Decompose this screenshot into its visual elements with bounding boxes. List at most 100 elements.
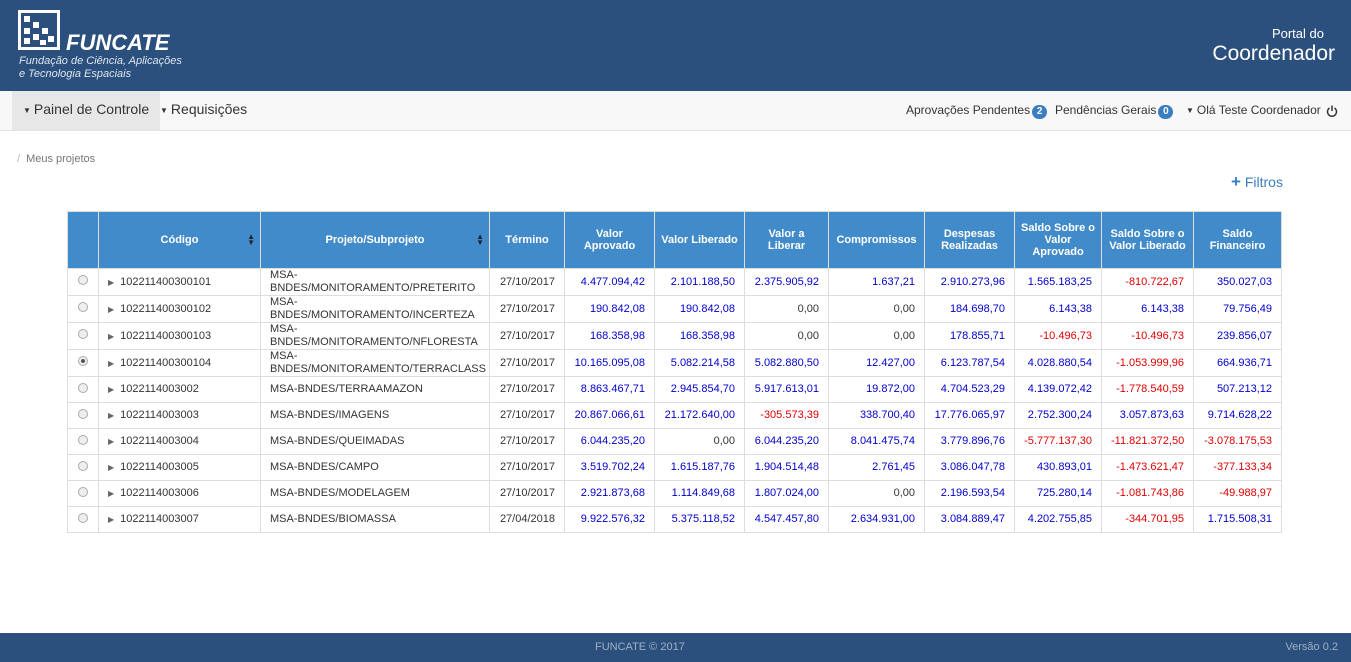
radio-button[interactable] bbox=[78, 460, 88, 471]
code-cell: ▶ 1022114003002 bbox=[98, 376, 261, 403]
expand-arrow[interactable]: ▶ bbox=[108, 277, 115, 287]
code: 102211400300104 bbox=[120, 356, 212, 369]
code: 102211400300102 bbox=[120, 302, 212, 315]
radio-button[interactable] bbox=[78, 329, 88, 339]
radio-button[interactable] bbox=[78, 356, 88, 366]
date-cell: 27/10/2017 bbox=[489, 480, 565, 507]
version: Versão 0.2 bbox=[1285, 641, 1338, 653]
date-cell: 27/10/2017 bbox=[489, 295, 565, 323]
amount-cell: 178.855,71 bbox=[924, 322, 1015, 350]
expand-arrow[interactable]: ▶ bbox=[108, 385, 115, 394]
radio-button[interactable] bbox=[78, 408, 88, 419]
sort-icon[interactable]: ▲ ▼ bbox=[476, 232, 484, 247]
expand-arrow[interactable]: ▶ bbox=[108, 411, 115, 420]
radio-button[interactable] bbox=[78, 486, 88, 497]
code: 1022114003003 bbox=[120, 409, 199, 421]
user-name: Olá Teste Coordenador bbox=[1196, 103, 1321, 117]
logo[interactable] bbox=[18, 10, 62, 52]
select-cell bbox=[67, 376, 99, 403]
amount-cell: 9.714.628,22 bbox=[1193, 402, 1282, 429]
project-cell: MSA-BNDES/MONITORAMENTO/TERRACLASS bbox=[260, 349, 490, 377]
table-row[interactable]: ▶ 102211400300103 MSA-BNDES/MONITORAMENTO/… bbox=[67, 322, 1282, 350]
amount-cell: -344.701,95 bbox=[1101, 506, 1194, 533]
amount-cell: 2.945.854,70 bbox=[654, 376, 745, 403]
amount-cell: 1.565.183,25 bbox=[1014, 268, 1102, 296]
table-row[interactable]: ▶ 102211400300102 MSA-BNDES/MONITORAMENTO/… bbox=[67, 295, 1282, 323]
menu-item[interactable]: ▼ Painel de Controle bbox=[12, 91, 161, 130]
user-menu[interactable]: ▼ Olá Teste Coordenador bbox=[1186, 103, 1321, 117]
project-name: MSA-BNDES/MONITORAMENTO/PRETERITO bbox=[270, 269, 476, 294]
menu-item[interactable]: ▼ Requisições bbox=[160, 101, 248, 117]
header-row: Código ▲ ▼ Projeto/Subprojeto ▲ ▼ Término Valor… bbox=[67, 211, 1282, 269]
amount-cell: 190.842,08 bbox=[654, 295, 745, 323]
project-cell: MSA-BNDES/IMAGENS bbox=[260, 402, 490, 429]
project-name: MSA-BNDES/MODELAGEM bbox=[270, 487, 410, 499]
table-row[interactable]: ▶ 1022114003002 MSA-BNDES/TERRAAMAZON 27/10… bbox=[67, 376, 1282, 403]
expand-arrow[interactable]: ▶ bbox=[108, 437, 115, 446]
amount-cell: 6.044.235,20 bbox=[744, 428, 829, 455]
table-row[interactable]: ▶ 1022114003007 MSA-BNDES/BIOMASSA 27/04/20… bbox=[67, 506, 1282, 533]
table-row[interactable]: ▶ 1022114003003 MSA-BNDES/IMAGENS 27/10/201… bbox=[67, 402, 1282, 429]
amount-cell: -1.473.621,47 bbox=[1101, 454, 1194, 481]
amount-cell: -10.496,73 bbox=[1101, 322, 1194, 350]
amount-cell: 20.867.066,61 bbox=[564, 402, 655, 429]
logout-icon[interactable] bbox=[1326, 105, 1338, 117]
table-row[interactable]: ▶ 102211400300101 MSA-BNDES/MONITORAMENTO/… bbox=[67, 268, 1282, 296]
table-row[interactable]: ▶ 102211400300104 MSA-BNDES/MONITORAMENTO/… bbox=[67, 349, 1282, 377]
amount-cell: 190.842,08 bbox=[564, 295, 655, 323]
expand-arrow[interactable]: ▶ bbox=[108, 515, 115, 524]
amount-cell: 9.922.576,32 bbox=[564, 506, 655, 533]
select-cell bbox=[67, 428, 99, 455]
radio-button[interactable] bbox=[78, 302, 88, 312]
table-row[interactable]: ▶ 1022114003006 MSA-BNDES/MODELAGEM 27/10/2… bbox=[67, 480, 1282, 507]
radio-button[interactable] bbox=[78, 512, 88, 523]
amount-cell: 12.427,00 bbox=[828, 349, 925, 377]
expand-arrow[interactable]: ▶ bbox=[108, 489, 115, 498]
amount-cell: 4.547.457,80 bbox=[744, 506, 829, 533]
filters-button[interactable]: + Filtros bbox=[1231, 172, 1283, 191]
radio-button[interactable] bbox=[78, 434, 88, 445]
table-row[interactable]: ▶ 1022114003004 MSA-BNDES/QUEIMADAS 27/10/2… bbox=[67, 428, 1282, 455]
amount-cell: 2.101.188,50 bbox=[654, 268, 745, 296]
badge: 0 bbox=[1158, 105, 1174, 119]
project-cell: MSA-BNDES/QUEIMADAS bbox=[260, 428, 490, 455]
expand-arrow[interactable]: ▶ bbox=[108, 463, 115, 472]
project-name: MSA-BNDES/MONITORAMENTO/NFLORESTA bbox=[270, 323, 478, 348]
menu-label: Painel de Controle bbox=[33, 101, 150, 117]
pendings-link[interactable]: Pendências Gerais 0 bbox=[1055, 91, 1174, 130]
column-header[interactable]: Projeto/Subprojeto ▲ ▼ bbox=[260, 211, 490, 269]
radio-button[interactable] bbox=[78, 275, 88, 285]
amount-cell: -1.053.999,96 bbox=[1101, 349, 1194, 377]
code-cell: ▶ 1022114003006 bbox=[98, 480, 261, 507]
amount-cell: 2.761,45 bbox=[828, 454, 925, 481]
column-header: Compromissos bbox=[828, 211, 925, 269]
amount-cell: 0,00 bbox=[744, 295, 829, 323]
project-name: MSA-BNDES/MONITORAMENTO/INCERTEZA bbox=[270, 296, 475, 321]
amount-cell: 0,00 bbox=[828, 295, 925, 323]
expand-arrow[interactable]: ▶ bbox=[108, 331, 115, 341]
project-cell: MSA-BNDES/MONITORAMENTO/INCERTEZA bbox=[260, 295, 490, 323]
expand-arrow[interactable]: ▶ bbox=[108, 304, 115, 314]
table-row[interactable]: ▶ 1022114003005 MSA-BNDES/CAMPO 27/10/2017 3… bbox=[67, 454, 1282, 481]
date-cell: 27/10/2017 bbox=[489, 376, 565, 403]
amount-cell: 2.375.905,92 bbox=[744, 268, 829, 296]
amount-cell: 2.910.273,96 bbox=[924, 268, 1015, 296]
amount-cell: 6.143,38 bbox=[1014, 295, 1102, 323]
project-name: MSA-BNDES/BIOMASSA bbox=[270, 513, 396, 525]
amount-cell: 507.213,12 bbox=[1193, 376, 1282, 403]
amount-cell: 430.893,01 bbox=[1014, 454, 1102, 481]
select-cell bbox=[67, 268, 99, 296]
column-header[interactable]: Código ▲ ▼ bbox=[98, 211, 261, 269]
amount-cell: -1.778.540,59 bbox=[1101, 376, 1194, 403]
amount-cell: -810.722,67 bbox=[1101, 268, 1194, 296]
approvals-link[interactable]: Aprovações Pendentes 2 bbox=[906, 91, 1048, 130]
amount-cell: 4.202.755,85 bbox=[1014, 506, 1102, 533]
expand-arrow[interactable]: ▶ bbox=[108, 358, 115, 368]
radio-button[interactable] bbox=[78, 382, 88, 393]
project-cell: MSA-BNDES/MONITORAMENTO/PRETERITO bbox=[260, 268, 490, 296]
amount-cell: 4.704.523,29 bbox=[924, 376, 1015, 403]
amount-cell: -5.777.137,30 bbox=[1014, 428, 1102, 455]
sort-icon[interactable]: ▲ ▼ bbox=[247, 232, 255, 247]
amount-cell: 5.082.880,50 bbox=[744, 349, 829, 377]
breadcrumb-item[interactable]: Meus projetos bbox=[26, 153, 96, 165]
